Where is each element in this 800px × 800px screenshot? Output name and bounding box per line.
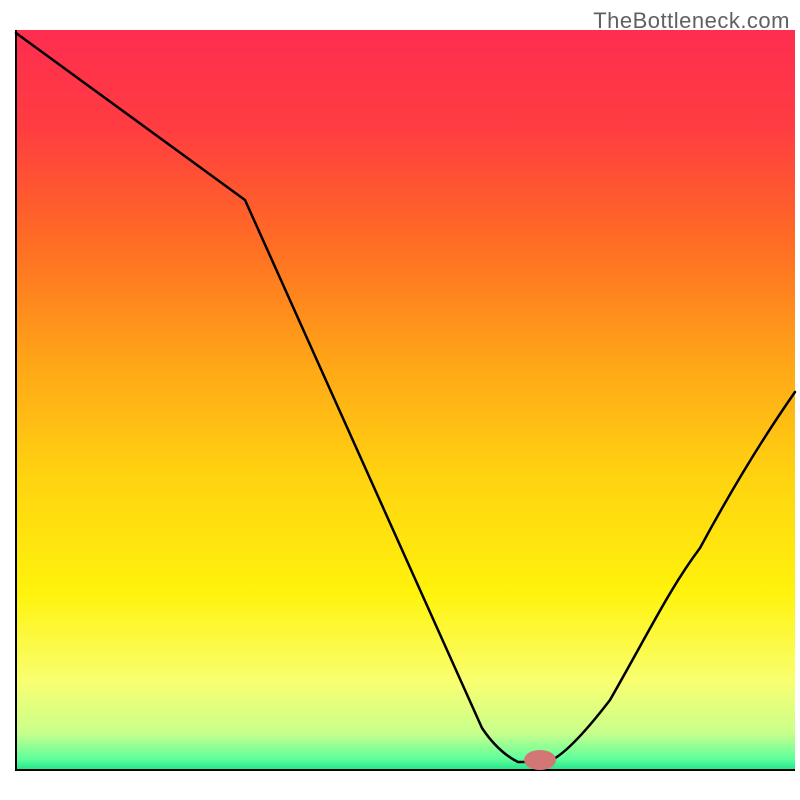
heat-gradient-area [16, 30, 795, 770]
bottleneck-chart [0, 0, 800, 800]
optimal-point-marker [524, 750, 556, 770]
chart-container [0, 0, 800, 800]
watermark-text: TheBottleneck.com [593, 8, 790, 34]
